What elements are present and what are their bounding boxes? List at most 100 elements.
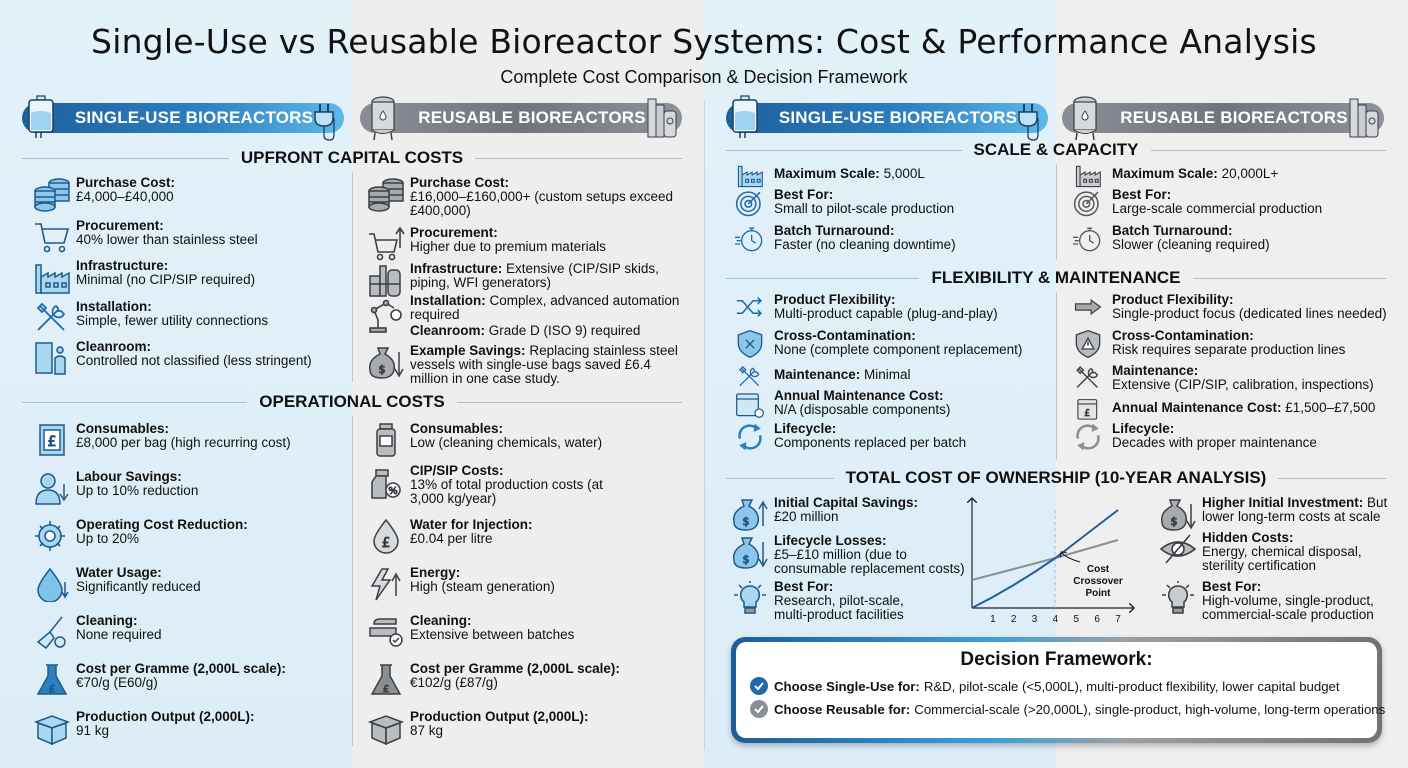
money-bag-down-icon bbox=[1158, 496, 1198, 532]
water-drop-icon bbox=[32, 566, 72, 602]
page-title: Single-Use vs Reusable Bioreactor System… bbox=[91, 22, 1317, 61]
money-bag-up-icon bbox=[730, 496, 770, 532]
list-item: Cost per Gramme (2,000L scale): €102/g (£… bbox=[366, 662, 620, 698]
list-item: Initial Capital Savings: £20 million bbox=[730, 496, 918, 532]
cart-icon bbox=[32, 219, 72, 255]
banner-label: SINGLE-USE BIOREACTORS bbox=[778, 108, 1018, 127]
list-item: Batch Turnaround: Slower (cleaning requir… bbox=[1068, 224, 1270, 254]
list-item: Procurement: Higher due to premium materi… bbox=[366, 226, 606, 262]
factory-icon bbox=[730, 162, 770, 188]
list-item: Higher Initial Investment: But lower lon… bbox=[1158, 496, 1398, 532]
column-divider bbox=[352, 416, 353, 746]
list-item: Maximum Scale: 5,000L bbox=[730, 162, 925, 188]
plant-icon bbox=[647, 98, 677, 138]
shield-x-icon bbox=[730, 329, 770, 359]
coins-icon bbox=[32, 176, 72, 212]
cart-up-icon bbox=[366, 226, 406, 262]
broom-icon bbox=[32, 614, 72, 650]
single-use-banner-left: SINGLE-USE BIOREACTORS bbox=[22, 95, 344, 141]
section-upfront-capital-costs: UPFRONT CAPITAL COSTS bbox=[22, 148, 683, 168]
list-item: Best For: Small to pilot-scale production bbox=[730, 188, 954, 218]
banner-label: REUSABLE BIOREACTORS bbox=[418, 108, 646, 127]
robot-arm-icon bbox=[366, 294, 406, 338]
spray-percent-icon bbox=[366, 464, 406, 500]
list-item: Purchase Cost: £4,000–£40,000 bbox=[32, 176, 175, 212]
list-item: Cleaning: Extensive between batches bbox=[366, 614, 574, 650]
column-divider bbox=[1056, 292, 1057, 460]
list-item: Labour Savings: Up to 10% reduction bbox=[32, 470, 198, 506]
svg-text:2: 2 bbox=[1011, 614, 1017, 625]
list-item: Production Output (2,000L): 87 kg bbox=[366, 710, 589, 746]
list-item: Cost per Gramme (2,000L scale): €70/g (E6… bbox=[32, 662, 286, 698]
pound-bag-icon bbox=[32, 422, 72, 458]
list-item: Product Flexibility: Single-product focus… bbox=[1068, 293, 1387, 321]
plug-icon bbox=[1018, 104, 1039, 141]
crossover-annotation: Cost Crossover Point bbox=[1073, 564, 1123, 599]
column-divider bbox=[352, 172, 353, 382]
decision-title: Decision Framework: bbox=[960, 649, 1153, 670]
list-item: Production Output (2,000L): 91 kg bbox=[32, 710, 255, 746]
banner-label: SINGLE-USE BIOREACTORS bbox=[74, 108, 314, 127]
reusable-banner-right: REUSABLE BIOREACTORS bbox=[1062, 96, 1384, 141]
chemical-bottle-icon bbox=[366, 422, 406, 458]
box-icon bbox=[32, 710, 72, 746]
brush-check-icon bbox=[366, 614, 406, 650]
money-bag-down-icon bbox=[366, 344, 406, 380]
svg-text:5: 5 bbox=[1074, 614, 1080, 625]
line-chart: 1 2 3 4 5 6 7 Cost Crossover Point bbox=[962, 492, 1140, 625]
plant-icon bbox=[1349, 98, 1379, 138]
list-item: Installation: Simple, fewer utility conne… bbox=[32, 300, 268, 336]
tco-crossover-chart: 1 2 3 4 5 6 7 Cost Crossover Point bbox=[962, 492, 1140, 626]
list-item: Best For: Research, pilot-scale, multi-pr… bbox=[730, 580, 924, 622]
list-item: Purchase Cost: £16,000–£160,000+ (custom … bbox=[366, 176, 686, 218]
plant-icon bbox=[366, 262, 406, 298]
money-bag-down-icon bbox=[730, 534, 770, 570]
lightbulb-icon bbox=[1158, 580, 1198, 616]
tools-icon bbox=[32, 300, 72, 336]
factory-icon bbox=[1068, 162, 1108, 188]
list-item: Best For: High-volume, single-product, co… bbox=[1158, 580, 1398, 622]
list-item: Maintenance: Minimal bbox=[730, 364, 911, 390]
section-flexibility-maintenance: FLEXIBILITY & MAINTENANCE bbox=[726, 268, 1386, 288]
cleanroom-door-icon bbox=[32, 340, 72, 376]
energy-up-icon bbox=[366, 566, 406, 602]
eye-off-icon bbox=[1158, 531, 1198, 567]
list-item: Consumables: Low (cleaning chemicals, wat… bbox=[366, 422, 602, 458]
flask-pound-icon bbox=[366, 662, 406, 698]
factory-icon bbox=[32, 259, 72, 295]
worker-down-icon bbox=[32, 470, 72, 506]
tools-icon bbox=[1068, 364, 1108, 392]
plug-icon bbox=[314, 104, 335, 141]
list-item: Annual Maintenance Cost: N/A (disposable … bbox=[730, 389, 950, 419]
decision-row-single-use: Choose Single-Use for: R&D, pilot-scale … bbox=[750, 677, 1363, 695]
list-item: Energy: High (steam generation) bbox=[366, 566, 555, 602]
svg-text:6: 6 bbox=[1094, 614, 1100, 625]
cycle-icon bbox=[730, 422, 770, 452]
cycle-icon bbox=[1068, 422, 1108, 452]
svg-text:1: 1 bbox=[990, 614, 996, 625]
decision-framework-box: Decision Framework: Choose Single-Use fo… bbox=[731, 637, 1385, 743]
coins-icon bbox=[366, 176, 406, 212]
arrow-right-icon bbox=[1068, 293, 1108, 321]
box-icon bbox=[366, 710, 406, 746]
calendar-pound-icon bbox=[1068, 396, 1108, 422]
gear-down-icon bbox=[32, 518, 72, 554]
list-item: Water Usage: Significantly reduced bbox=[32, 566, 201, 602]
list-item: Maximum Scale: 20,000L+ bbox=[1068, 162, 1278, 188]
list-item: Best For: Large-scale commercial producti… bbox=[1068, 188, 1322, 218]
list-item: Cleaning: None required bbox=[32, 614, 162, 650]
bioreactor-bag-icon bbox=[732, 95, 758, 138]
column-divider bbox=[1056, 164, 1057, 260]
list-item: Maintenance: Extensive (CIP/SIP, calibrat… bbox=[1068, 364, 1374, 392]
target-icon bbox=[730, 188, 770, 218]
single-use-banner-right: SINGLE-USE BIOREACTORS bbox=[726, 95, 1048, 141]
check-circle-icon bbox=[750, 700, 768, 718]
list-item: Operating Cost Reduction: Up to 20% bbox=[32, 518, 248, 554]
bioreactor-bag-icon bbox=[28, 95, 54, 138]
shield-warning-icon bbox=[1068, 329, 1108, 359]
svg-text:7: 7 bbox=[1115, 614, 1121, 625]
banner-label: REUSABLE BIOREACTORS bbox=[1120, 108, 1348, 127]
list-item: Product Flexibility: Multi-product capabl… bbox=[730, 293, 998, 321]
lightbulb-icon bbox=[730, 580, 770, 616]
list-item: Cross-Contamination: None (complete compo… bbox=[730, 329, 1022, 359]
